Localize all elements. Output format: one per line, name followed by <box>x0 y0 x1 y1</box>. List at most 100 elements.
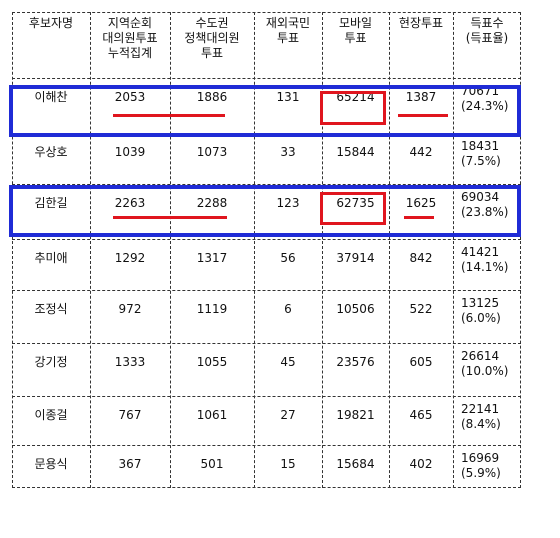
vote-count-mobile: 10506 <box>336 302 375 316</box>
column-header-line: 후보자명 <box>28 16 74 30</box>
total-count: 26614 <box>461 349 500 363</box>
table-row-divider <box>12 445 521 446</box>
vote-count-metro: 501 <box>200 457 224 471</box>
underline-onsite-3 <box>404 216 434 219</box>
vote-share: (10.0%) <box>461 364 509 378</box>
candidate-name: 이해찬 <box>34 90 68 104</box>
vote-count-overseas: 27 <box>280 408 296 422</box>
table-column-divider <box>520 12 521 488</box>
vote-count-mobile: 62735 <box>336 196 375 210</box>
table-row-divider <box>12 239 521 240</box>
vote-results-table: 후보자명 지역순회 대의원투표 누적집계 수도권 정책대의원 투표 재외국민 투표 모바일 투표 현장… <box>9 12 521 488</box>
total-count: 13125 <box>461 296 500 310</box>
vote-count-mobile: 15844 <box>336 145 375 159</box>
candidate-name: 김한길 <box>34 196 68 210</box>
vote-share: (8.4%) <box>461 417 501 431</box>
vote-count-metro: 1061 <box>196 408 228 422</box>
table-column-divider <box>90 12 91 488</box>
vote-count-regional: 367 <box>118 457 142 471</box>
vote-count-overseas: 123 <box>276 196 300 210</box>
column-header: 지역순회 대의원투표 누적집계 <box>90 16 170 61</box>
vote-count-onsite: 442 <box>409 145 433 159</box>
vote-count-onsite: 402 <box>409 457 433 471</box>
vote-share: (7.5%) <box>461 154 501 168</box>
table-column-divider <box>453 12 454 488</box>
table-row-divider <box>12 12 521 13</box>
column-header-line: 누적집계 <box>107 46 153 60</box>
column-header-line: 재외국민 <box>265 16 311 30</box>
table-row-divider <box>12 396 521 397</box>
table-row-divider <box>12 78 521 79</box>
column-header-line: 현장투표 <box>398 16 444 30</box>
vote-count-regional: 767 <box>118 408 142 422</box>
table-row-divider <box>12 184 521 185</box>
table-row-divider <box>12 487 521 488</box>
column-header: 현장투표 <box>389 16 453 31</box>
highlight-box-row-1 <box>9 85 521 137</box>
column-header: 후보자명 <box>12 16 90 31</box>
vote-share: (24.3%) <box>461 99 509 113</box>
vote-count-regional: 2053 <box>114 90 146 104</box>
underline-row-3 <box>113 216 227 219</box>
table-column-divider <box>12 12 13 488</box>
column-header-line: 대의원투표 <box>102 31 158 45</box>
table-column-divider <box>322 12 323 488</box>
total-votes: 69034 (23.8%) <box>453 190 521 220</box>
total-votes: 18431 (7.5%) <box>453 139 521 169</box>
column-header-line: 지역순회 <box>107 16 153 30</box>
column-header-line: 투표 <box>276 31 300 45</box>
underline-onsite-1 <box>398 114 448 117</box>
vote-count-overseas: 131 <box>276 90 300 104</box>
column-header: 득표수 (득표율) <box>453 16 521 46</box>
vote-count-onsite: 1387 <box>405 90 437 104</box>
total-count: 41421 <box>461 245 500 259</box>
vote-share: (6.0%) <box>461 311 501 325</box>
vote-count-overseas: 15 <box>280 457 296 471</box>
vote-count-metro: 1317 <box>196 251 228 265</box>
vote-share: (23.8%) <box>461 205 509 219</box>
candidate-name: 추미애 <box>34 251 68 265</box>
candidate-name: 문용식 <box>34 457 68 471</box>
column-header-line: 모바일 <box>338 16 373 30</box>
total-votes: 16969 (5.9%) <box>453 451 521 481</box>
underline-row-1 <box>113 114 225 117</box>
candidate-name: 조정식 <box>34 302 68 316</box>
vote-count-overseas: 6 <box>284 302 292 316</box>
column-header-line: 정책대의원 <box>184 31 240 45</box>
table-column-divider <box>254 12 255 488</box>
total-count: 18431 <box>461 139 500 153</box>
table-row-divider <box>12 290 521 291</box>
table-row-divider <box>12 343 521 344</box>
vote-count-overseas: 33 <box>280 145 296 159</box>
column-header: 재외국민 투표 <box>254 16 322 46</box>
vote-count-metro: 1073 <box>196 145 228 159</box>
vote-count-metro: 1119 <box>196 302 228 316</box>
total-votes: 13125 (6.0%) <box>453 296 521 326</box>
total-count: 16969 <box>461 451 500 465</box>
total-count: 22141 <box>461 402 500 416</box>
vote-count-overseas: 56 <box>280 251 296 265</box>
column-header-line: (득표율) <box>465 31 509 45</box>
vote-count-onsite: 465 <box>409 408 433 422</box>
vote-count-mobile: 23576 <box>336 355 375 369</box>
vote-count-onsite: 842 <box>409 251 433 265</box>
column-header-line: 수도권 <box>195 16 229 30</box>
column-header-line: 투표 <box>344 31 367 45</box>
candidate-name: 강기정 <box>34 355 68 369</box>
vote-count-onsite: 1625 <box>405 196 437 210</box>
column-header: 모바일 투표 <box>322 16 389 46</box>
column-header: 수도권 정책대의원 투표 <box>170 16 254 61</box>
vote-count-regional: 1039 <box>114 145 146 159</box>
vote-share: (14.1%) <box>461 260 509 274</box>
total-votes: 26614 (10.0%) <box>453 349 521 379</box>
vote-share: (5.9%) <box>461 466 501 480</box>
highlight-box-row-3 <box>9 185 521 237</box>
total-count: 69034 <box>461 190 500 204</box>
vote-count-metro: 1055 <box>196 355 228 369</box>
candidate-name: 우상호 <box>34 145 68 159</box>
column-header-line: 투표 <box>200 46 224 60</box>
vote-count-overseas: 45 <box>280 355 296 369</box>
vote-count-regional: 2263 <box>114 196 146 210</box>
total-votes: 41421 (14.1%) <box>453 245 521 275</box>
vote-count-onsite: 605 <box>409 355 433 369</box>
